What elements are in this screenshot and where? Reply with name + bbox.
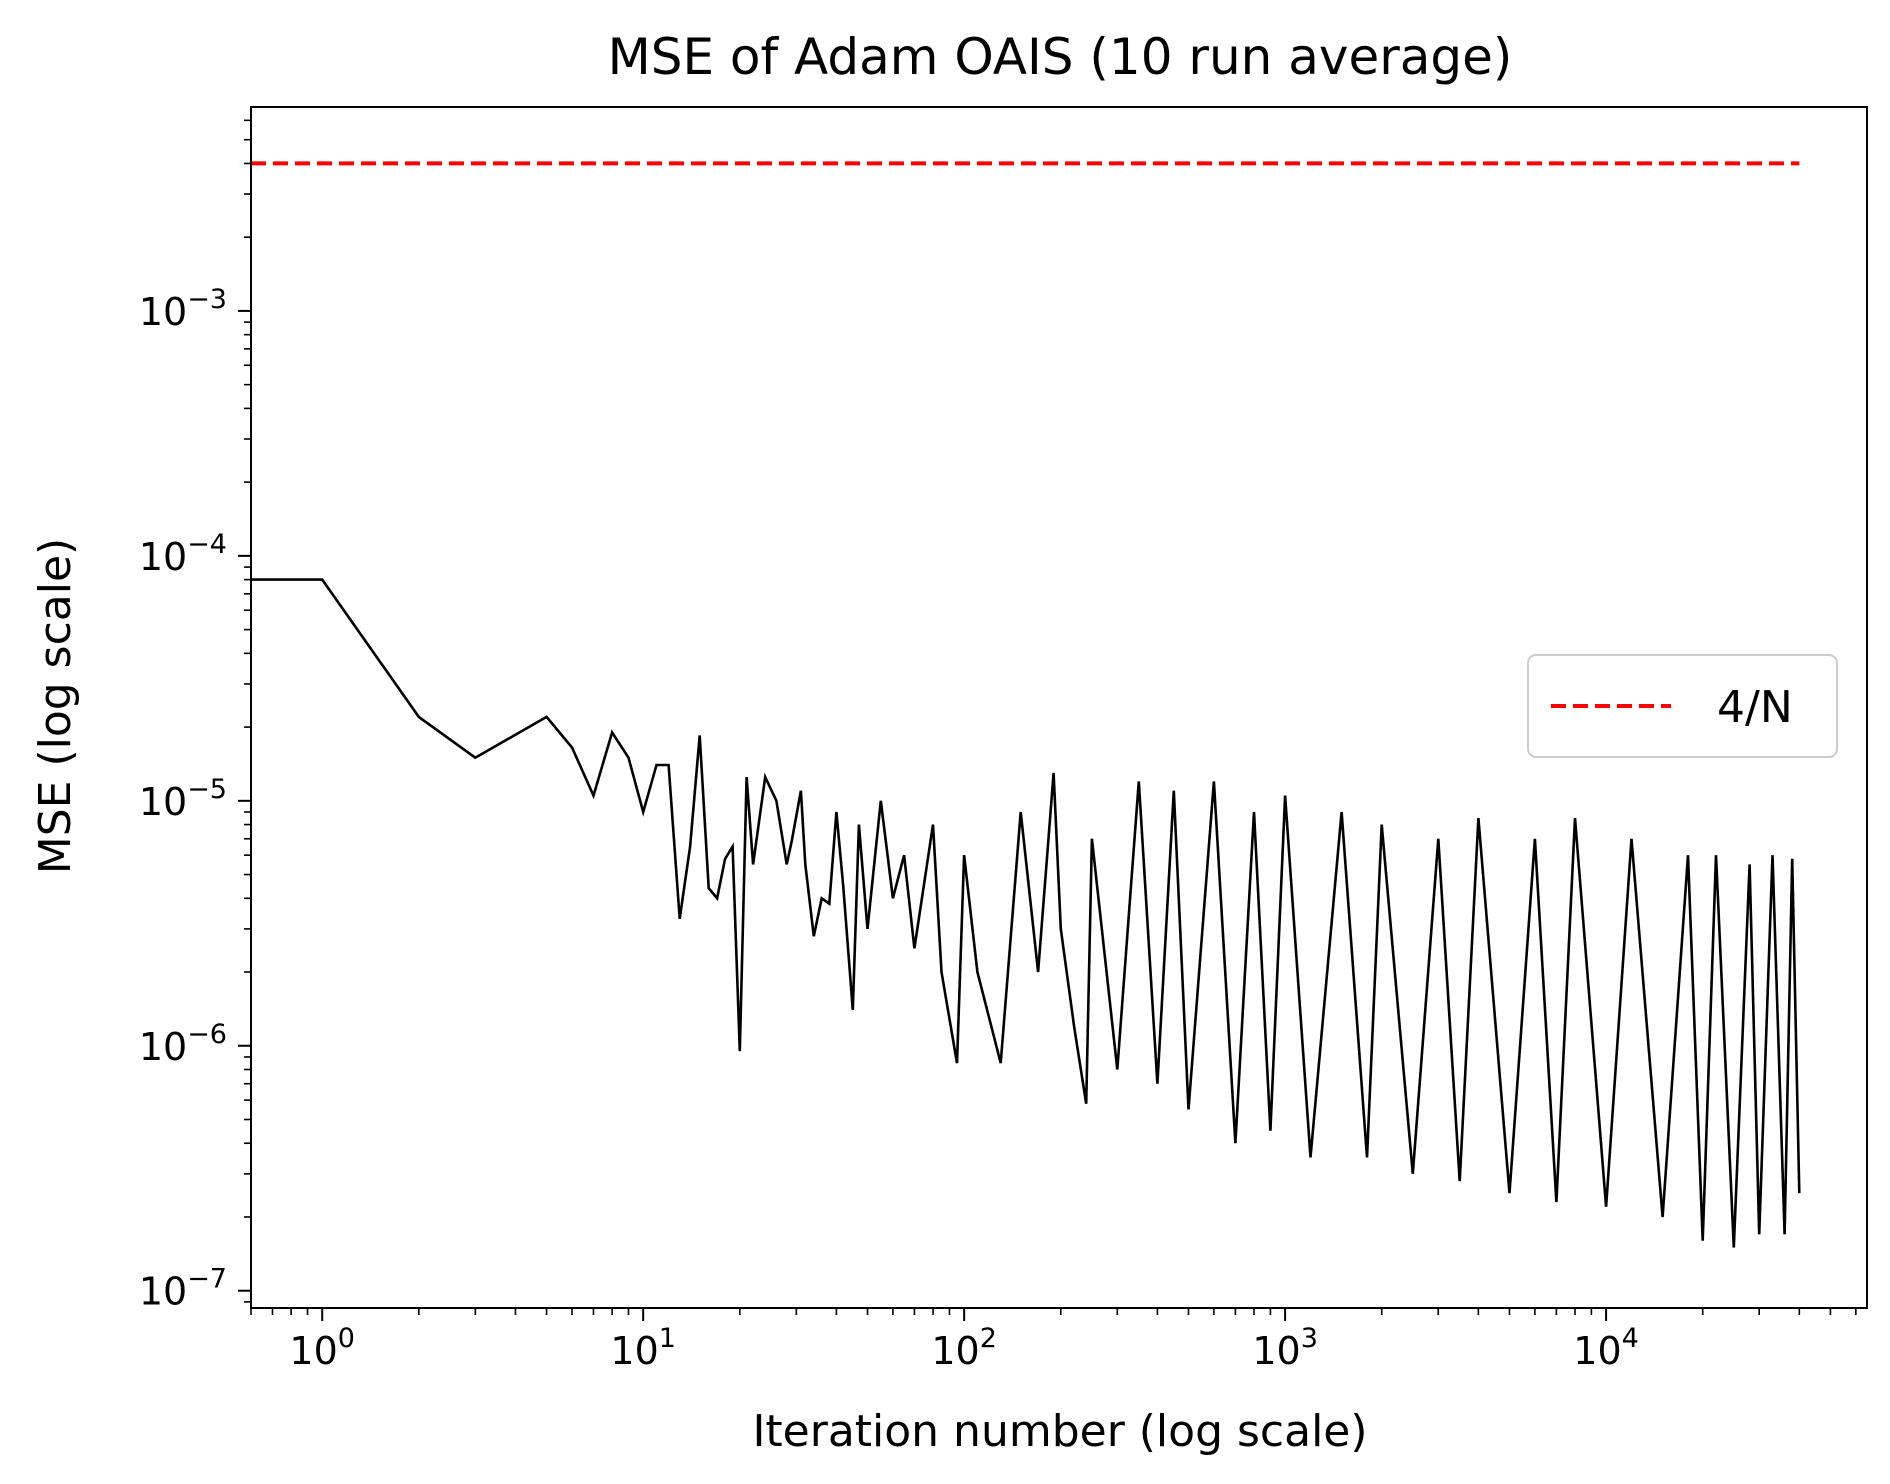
- tick-layer: 100 101 102 103 104 10−7 10−6 10−5 10−4 10−3: [139, 119, 1857, 1373]
- y-tick-label: 10−3: [139, 284, 227, 334]
- y-tick-label: 10−5: [139, 774, 227, 824]
- x-tick-label: 102: [931, 1323, 997, 1373]
- y-tick-label: 10−6: [139, 1019, 227, 1069]
- plot-frame: [250, 106, 1868, 1309]
- chart-title: MSE of Adam OAIS (10 run average): [608, 28, 1513, 86]
- y-tick-label: 10−7: [139, 1264, 227, 1314]
- y-tick-label: 10−4: [139, 529, 227, 579]
- legend: 4/N: [1527, 654, 1838, 758]
- x-tick-label: 103: [1252, 1323, 1318, 1373]
- y-axis-label: MSE (log scale): [30, 538, 81, 874]
- data-layer: [251, 161, 1801, 1248]
- x-axis-label: Iteration number (log scale): [752, 1406, 1367, 1457]
- x-tick-label: 100: [289, 1323, 355, 1373]
- series-line-mse: [251, 578, 1801, 1248]
- x-tick-label: 101: [610, 1323, 676, 1373]
- x-tick-label: 104: [1573, 1323, 1639, 1373]
- legend-label-4-over-n: 4/N: [1717, 682, 1793, 733]
- legend-box: [1527, 654, 1838, 758]
